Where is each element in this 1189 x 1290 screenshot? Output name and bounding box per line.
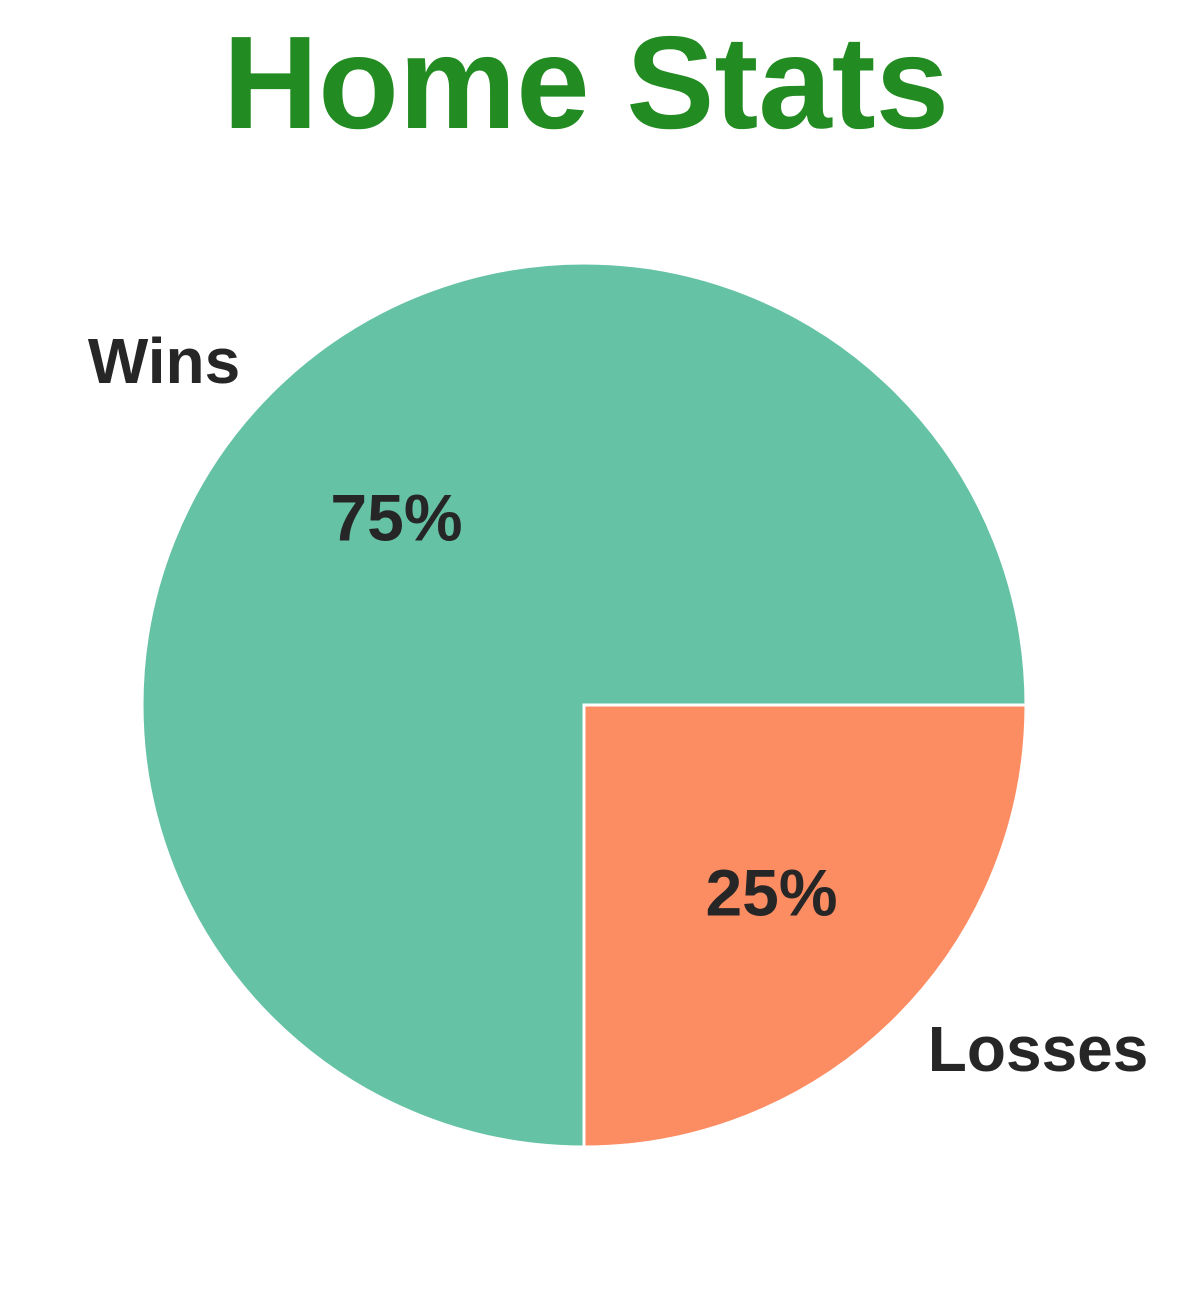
pie-slices [140,261,1028,1149]
pie-slice-losses [582,703,1028,1149]
percent-label-wins: 75% [330,480,462,554]
slice-label-losses: Losses [928,1013,1149,1085]
pie-labels: Wins 75% Losses 25% [88,325,1148,1085]
chart-title: Home Stats [223,9,949,156]
percent-label-losses: 25% [705,856,837,930]
pie-slice-wins [140,261,1028,1149]
slice-label-wins: Wins [88,325,240,397]
